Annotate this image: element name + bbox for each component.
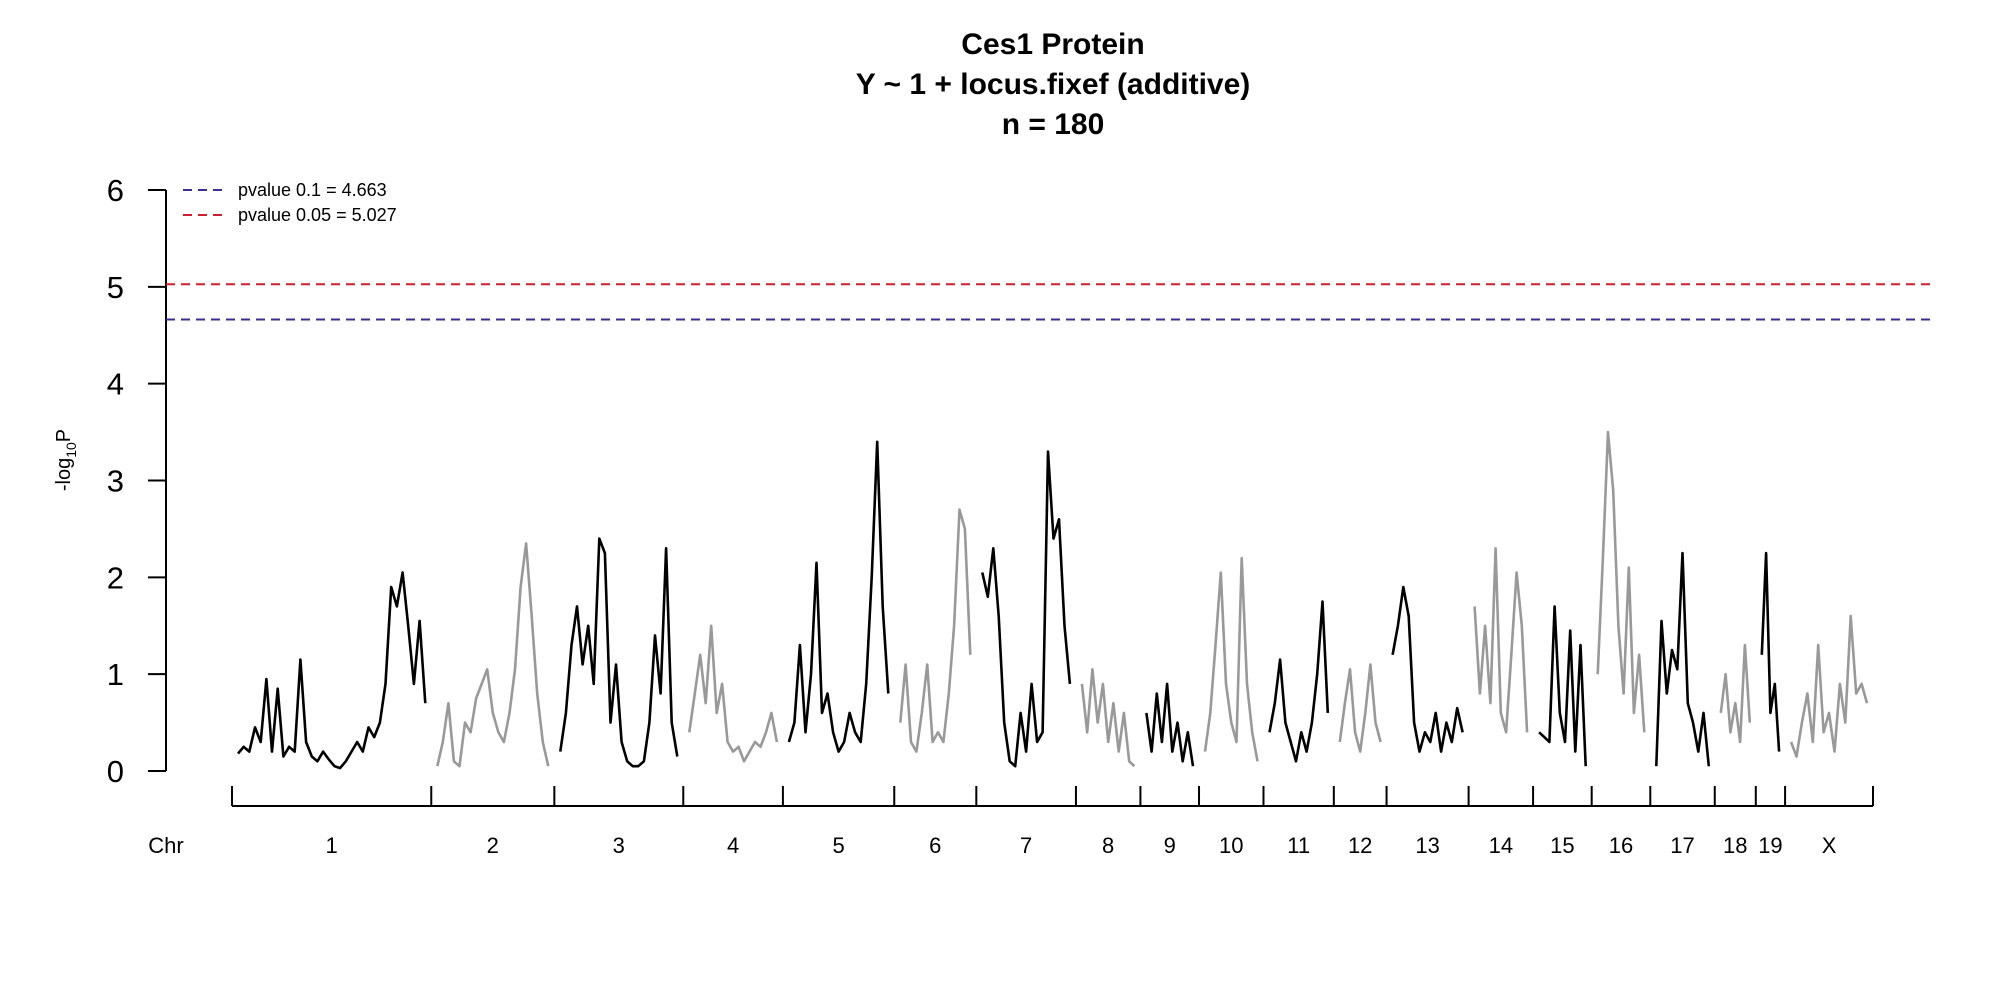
chromosome-label: 11 [1287,833,1310,858]
chromosome-9-series [1145,682,1195,767]
chromosome-label: 4 [727,833,739,858]
chromosome-15-series [1538,605,1587,767]
y-tick-label: 6 [107,173,124,208]
chromosome-label: X [1822,833,1837,858]
chromosome-5-series [787,440,890,753]
chromosome-label: 9 [1164,833,1176,858]
chromosome-3-series [559,537,679,768]
legend-entry: pvalue 0.05 = 5.027 [238,205,397,225]
chromosome-10-series [1203,556,1259,762]
chromosome-17-series [1655,551,1711,767]
legend-entry: pvalue 0.1 = 4.663 [238,180,387,200]
chromosome-14-series [1473,546,1529,734]
y-axis-label: -log10P [53,429,79,491]
chart-title-line-3: n = 180 [1001,108,1105,141]
chromosome-label: 12 [1348,833,1372,858]
chromosome-label: 17 [1670,833,1694,858]
chromosome-label: 15 [1550,833,1574,858]
threshold-lines [166,283,1935,321]
chromosome-label: 5 [832,833,844,858]
y-tick-label: 1 [107,657,124,692]
y-tick-label: 2 [107,560,124,595]
chromosome-label: 14 [1489,833,1513,858]
chromosome-label: 3 [613,833,625,858]
chart-title-line-2: Y ~ 1 + locus.fixef (additive) [855,68,1251,101]
chromosome-11-series [1268,600,1330,763]
chromosome-8-series [1080,667,1136,768]
chromosome-1-series [237,571,427,770]
y-tick-label: 3 [107,464,124,499]
chromosome-X-series [1789,614,1869,758]
chromosome-7-series [981,450,1072,768]
x-axis: Chr 1 2 3 4 5 6 7 8 9 10 11 12 13 14 15 16 17 18 19 X [148,786,1874,858]
chromosome-label: 7 [1020,833,1032,858]
chromosome-series [237,430,1869,770]
y-axis-label-subscript: 10 [63,442,79,458]
y-axis-label-main: -log [53,458,75,491]
legend: pvalue 0.1 = 4.663 pvalue 0.05 = 5.027 [183,180,397,225]
chromosome-label: 19 [1758,833,1782,858]
chart-title-line-1: Ces1 Protein [961,28,1145,61]
y-tick-label: 4 [107,367,124,402]
chromosome-2-series [436,542,550,768]
chromosome-label: 13 [1415,833,1439,858]
chromosome-label: 8 [1102,833,1114,858]
chromosome-label: 18 [1723,833,1747,858]
y-tick-label: 0 [107,754,124,789]
y-axis-label-tail: P [53,429,75,442]
chromosome-6-series [899,508,972,753]
chromosome-12-series [1338,663,1382,753]
chromosome-18-series [1719,643,1752,744]
chromosome-label: 6 [929,833,941,858]
chromosome-label: 1 [326,833,338,858]
x-axis-label: Chr [148,833,183,858]
chromosome-label: 10 [1219,833,1243,858]
chromosome-19-series [1760,551,1781,752]
chromosome-16-series [1596,430,1646,733]
chromosome-label: 2 [487,833,499,858]
y-axis: 0 1 2 3 4 5 6 [107,173,167,789]
chromosome-13-series [1391,585,1464,753]
chromosome-4-series [688,624,779,763]
chromosome-label: 16 [1609,833,1633,858]
y-tick-label: 5 [107,270,124,305]
